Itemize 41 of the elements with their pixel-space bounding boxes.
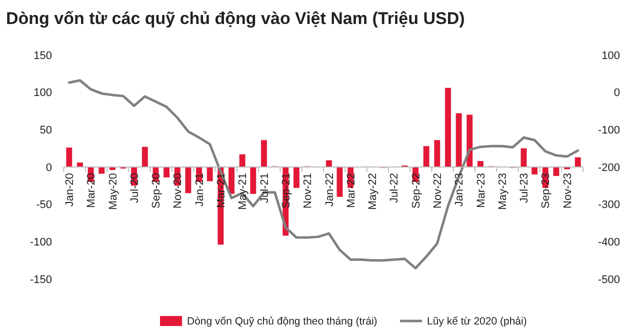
x-tick-label: Sep-23 xyxy=(540,173,552,208)
y-tick-label: 50 xyxy=(40,124,52,137)
x-tick-label: Mar-23 xyxy=(475,173,488,208)
x-tick-label: Jan-20 xyxy=(64,173,76,207)
x-tick-label: Jul-23 xyxy=(518,173,531,203)
y2-tick-label: 100 xyxy=(602,50,620,62)
y-tick-label: 150 xyxy=(34,50,52,62)
x-tick-label: May-23 xyxy=(496,173,509,210)
x-tick-label: Nov-22 xyxy=(432,173,444,208)
legend-label: Dòng vốn Quỹ chủ động theo tháng (trái) xyxy=(187,316,378,328)
chart-title: Dòng vốn từ các quỹ chủ động vào Việt Nam (Triệu USD) xyxy=(6,9,465,28)
x-tick-label: Jan-23 xyxy=(454,173,466,207)
x-tick-label: Jul-20 xyxy=(128,173,141,203)
x-tick-label: Nov-23 xyxy=(562,173,574,208)
x-tick-label: Jan-21 xyxy=(194,173,206,207)
x-tick-label: Mar-22 xyxy=(345,173,358,208)
y2-tick-label: -500 xyxy=(598,274,620,286)
x-tick-label: Jan-22 xyxy=(324,173,336,207)
y-tick-label: 0 xyxy=(46,162,52,174)
x-tick-label: Sep-20 xyxy=(150,173,163,208)
x-tick-label: May-22 xyxy=(367,173,380,210)
y-tick-label: 100 xyxy=(34,87,52,100)
x-tick-label: Sep-22 xyxy=(410,173,422,208)
y2-tick-label: -200 xyxy=(598,162,620,174)
y-tick-label: -100 xyxy=(30,236,52,249)
x-tick-label: Mar-20 xyxy=(86,173,98,208)
x-tick-label: Mar-21 xyxy=(216,173,228,208)
y-tick-label: -50 xyxy=(36,199,52,212)
x-tick-label: Nov-21 xyxy=(302,173,314,208)
y2-tick-label: -100 xyxy=(598,124,620,137)
x-tick-label: Jul-22 xyxy=(388,173,401,203)
x-tick-label: May-21 xyxy=(237,173,250,210)
x-tick-label: May-20 xyxy=(107,173,120,210)
x-tick-label: Sep-21 xyxy=(280,173,292,208)
y-tick-label: -150 xyxy=(30,274,52,286)
y2-tick-label: 0 xyxy=(614,87,620,100)
legend-label: Lũy kế từ 2020 (phải) xyxy=(427,316,527,328)
x-tick-label: Jul-21 xyxy=(258,173,271,203)
x-tick-label: Nov-20 xyxy=(172,173,184,208)
y2-tick-label: -400 xyxy=(598,236,620,249)
y2-tick-label: -300 xyxy=(598,199,620,212)
